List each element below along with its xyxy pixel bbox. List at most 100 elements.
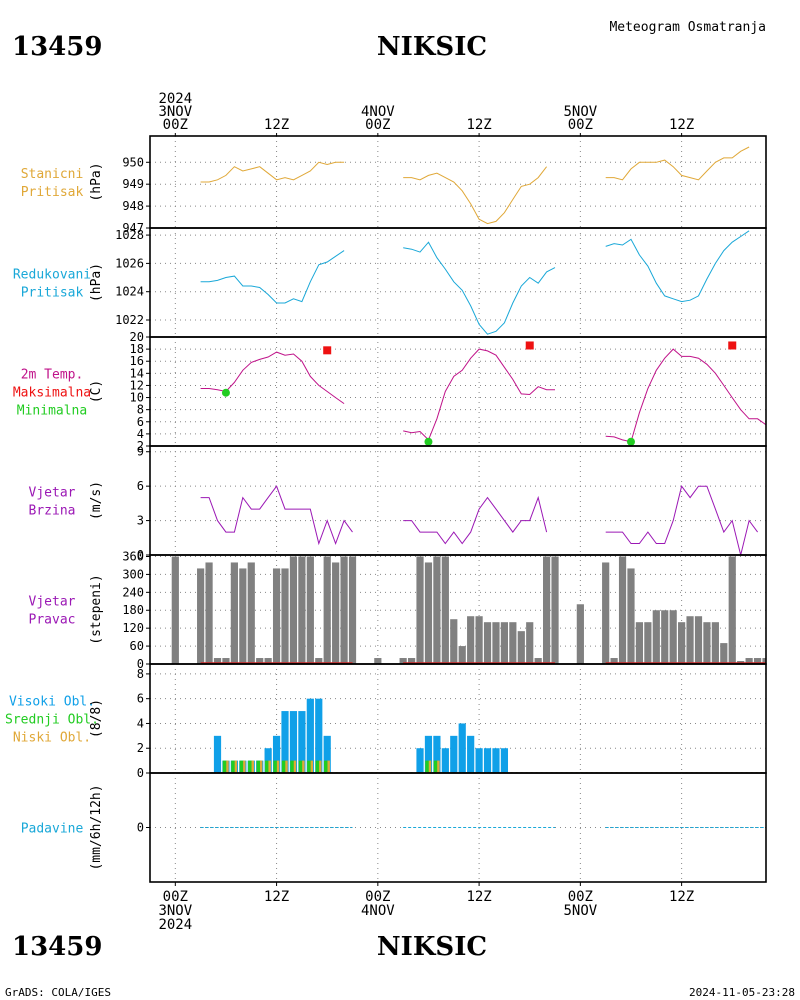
y-tick-label: 0 (137, 657, 144, 671)
y-axis-label: (mm/6h/12h) (89, 784, 104, 870)
cloud-bar (306, 698, 314, 773)
direction-bar (374, 658, 382, 664)
direction-bar (441, 556, 449, 664)
cloud-bar (272, 735, 281, 773)
panel-wind_speed: 0 3 6 9 Vjetar Brzina (m/s) (29, 445, 767, 562)
cloud-bar (268, 760, 271, 773)
cloud-bar (256, 760, 261, 773)
cloud-bar (327, 760, 330, 773)
series-line (403, 166, 547, 225)
cloud-bar (248, 760, 253, 773)
cloud-bar (290, 760, 295, 773)
panel-label: Pritisak (21, 286, 84, 301)
y-tick-label: 360 (122, 549, 144, 563)
cloud-bar (500, 748, 509, 773)
panel-frame (149, 772, 767, 883)
tmin-marker (424, 437, 433, 446)
direction-bar (323, 556, 331, 664)
direction-bar (467, 616, 475, 664)
cloud-bar (467, 735, 475, 773)
direction-bar (635, 622, 644, 664)
cloud-bar (310, 760, 314, 773)
y-axis-label: (hPa) (89, 263, 104, 302)
direction-bar (720, 643, 728, 664)
y-axis-label: (8/8) (89, 699, 104, 738)
series-line (605, 230, 750, 303)
panel-label: Brzina (29, 504, 76, 519)
direction-bar (602, 562, 610, 664)
time-label-bottom: 4NOV (361, 903, 395, 919)
y-axis-label: (C) (89, 380, 104, 403)
time-label-top: 12Z (669, 117, 694, 133)
direction-bar (407, 658, 416, 664)
direction-bar (205, 562, 213, 664)
panel-label: Minimalna (17, 404, 87, 419)
station-id-top: 13459 (12, 32, 102, 62)
y-tick-label: 20 (130, 330, 144, 344)
time-label-top: 12Z (264, 117, 289, 133)
series-line (200, 351, 345, 405)
direction-bar (272, 568, 281, 664)
panel-label: Redukovani (13, 268, 91, 283)
cloud-bar (293, 760, 297, 773)
direction-bar (678, 622, 686, 664)
cloud-bar (425, 760, 430, 773)
series-line (605, 485, 759, 555)
time-label-bottom: 2024 (158, 917, 192, 933)
time-label-bottom: 12Z (264, 889, 289, 905)
time-label-bottom: 00Z (365, 889, 390, 905)
y-tick-label: 8 (137, 403, 144, 417)
direction-bar (576, 604, 584, 664)
panel-pressure: 947 948 949 950 Stanicni Pritisak (hPa) (21, 135, 767, 235)
y-axis-label: (stepeni) (89, 574, 104, 644)
series-line (200, 161, 345, 183)
direction-bar (703, 622, 711, 664)
panel-label: 2m Temp. (21, 368, 84, 383)
panel-precipitation: 0 Padavine (mm/6h/12h) (21, 772, 767, 883)
direction-bar (745, 658, 753, 664)
panel-label: Visoki Obl. (9, 695, 95, 710)
cloud-bar (315, 760, 320, 773)
direction-bar (652, 610, 660, 664)
cloud-bar (285, 760, 288, 773)
cloud-bar (234, 760, 238, 773)
y-axis-label: (m/s) (89, 481, 104, 520)
y-tick-label: 0 (137, 548, 144, 562)
direction-bar (213, 658, 222, 664)
tmax-marker (323, 346, 332, 355)
direction-bar (483, 622, 492, 664)
direction-bar (492, 622, 500, 664)
y-tick-label: 300 (122, 567, 144, 581)
direction-bar (627, 568, 635, 664)
cloud-bar (433, 760, 439, 773)
direction-bar (230, 562, 238, 664)
panel-label: Vjetar (29, 486, 76, 501)
series-line (403, 495, 548, 545)
y-tick-label: 6 (137, 479, 144, 493)
cloud-bar (251, 760, 254, 773)
direction-bar (728, 556, 736, 664)
time-label-bottom: 00Z (568, 889, 593, 905)
cloud-bar (302, 760, 305, 773)
panel-label: Pritisak (21, 185, 84, 200)
direction-bar (222, 658, 230, 664)
direction-bar (256, 658, 264, 664)
y-tick-label: 180 (122, 603, 144, 617)
time-label-top: 00Z (163, 117, 188, 133)
y-tick-label: 948 (122, 199, 144, 213)
y-tick-label: 14 (130, 366, 144, 380)
y-tick-label: 950 (122, 155, 144, 169)
direction-bar (618, 556, 627, 664)
cloud-bar (226, 760, 229, 773)
direction-bar (458, 646, 466, 664)
cloud-bar (441, 748, 449, 773)
direction-bar (306, 556, 314, 664)
y-tick-label: 240 (122, 585, 144, 599)
y-tick-label: 4 (137, 716, 144, 730)
direction-bar (543, 556, 551, 664)
cloud-bar (259, 760, 263, 773)
y-tick-label: 18 (130, 342, 144, 356)
time-label-top: 00Z (365, 117, 390, 133)
